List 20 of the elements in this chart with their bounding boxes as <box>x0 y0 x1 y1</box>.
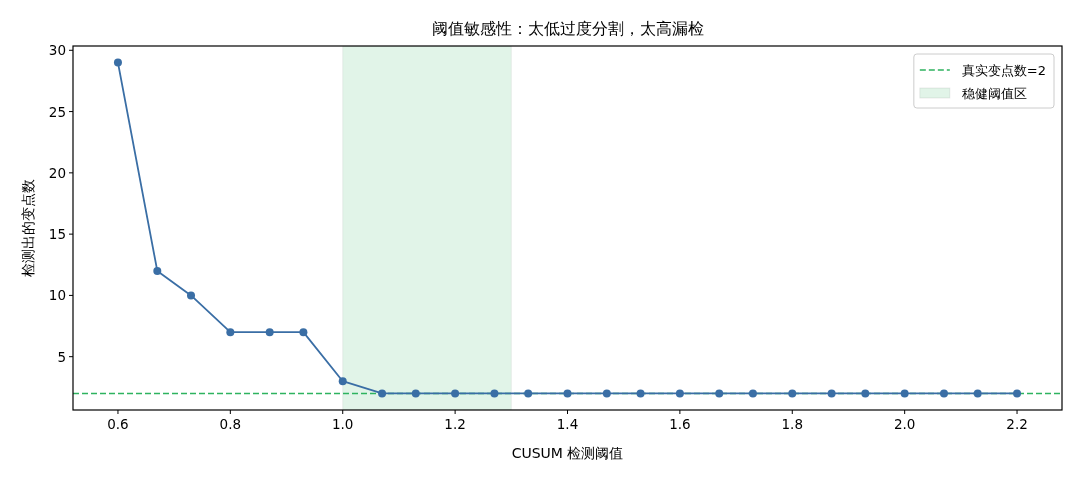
xlabel: CUSUM 检测阈值 <box>511 445 624 461</box>
title: 阈值敏感性：太低过度分割，太高漏检 <box>431 19 704 38</box>
x-tick-label: 1.0 <box>331 416 354 432</box>
y-tick-label: 25 <box>48 103 66 120</box>
y-tick-label: 15 <box>48 226 66 243</box>
x-tick-label: 1.4 <box>556 416 579 432</box>
y-tick-label: 20 <box>48 164 66 181</box>
ylabel: 检测出的变点数 <box>20 179 36 277</box>
x-tick-label: 1.6 <box>669 416 691 432</box>
legend-label: 稳健阈值区 <box>961 86 1027 101</box>
x-tick-label: 2.2 <box>1006 416 1028 432</box>
y-tick-label: 30 <box>48 42 66 59</box>
y-tick-label: 10 <box>48 287 66 304</box>
x-tick-label: 0.8 <box>219 416 242 432</box>
y-tick-label: 5 <box>57 348 66 365</box>
x-tick-label: 0.6 <box>107 416 129 432</box>
x-tick-label: 2.0 <box>893 416 916 432</box>
legend-label: 真实变点数=2 <box>961 63 1046 78</box>
x-tick-label: 1.2 <box>444 416 466 432</box>
x-tick-label: 1.8 <box>781 416 804 432</box>
